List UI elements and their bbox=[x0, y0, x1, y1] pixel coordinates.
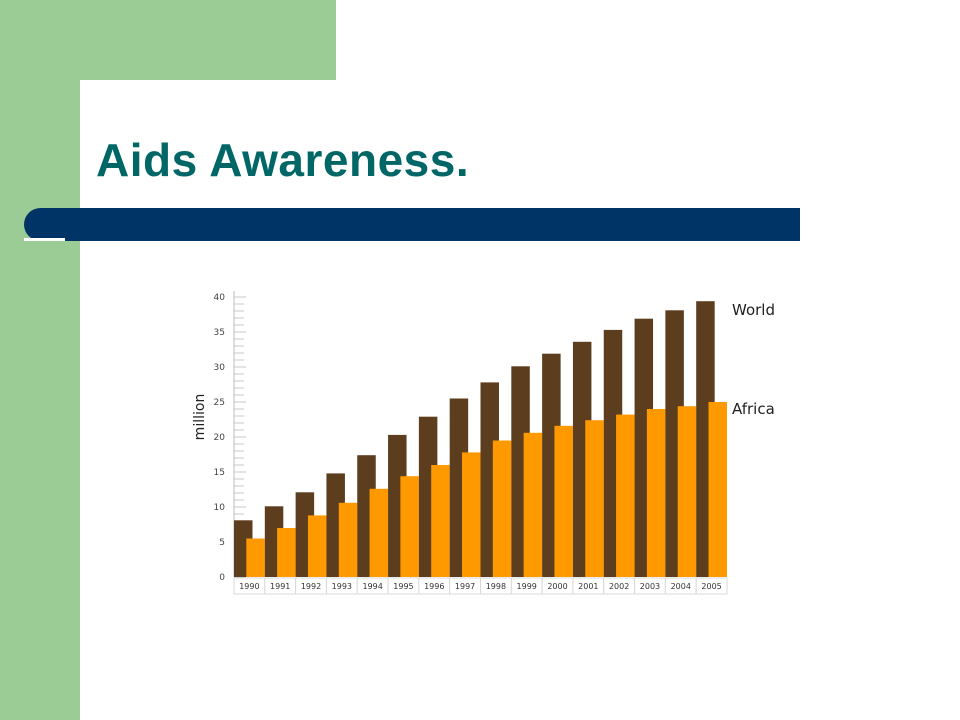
y-tick-label: 25 bbox=[214, 398, 225, 408]
bar-africa bbox=[708, 402, 727, 577]
bar-africa bbox=[616, 414, 635, 577]
x-tick-label: 1992 bbox=[301, 582, 321, 591]
bar-africa bbox=[492, 440, 512, 577]
x-tick-label: 1996 bbox=[424, 582, 444, 591]
x-tick-label: 1997 bbox=[455, 582, 475, 591]
bar-africa bbox=[554, 425, 573, 577]
bar-africa bbox=[431, 465, 450, 577]
y-tick-label: 30 bbox=[214, 363, 226, 373]
x-category-cell bbox=[695, 577, 728, 595]
green-accent-sidebar bbox=[0, 0, 80, 720]
bar-africa bbox=[646, 409, 666, 577]
bar-africa bbox=[307, 515, 327, 577]
bar-africa bbox=[338, 502, 358, 577]
x-tick-label: 2002 bbox=[609, 582, 629, 591]
x-tick-label: 2004 bbox=[671, 582, 691, 591]
title-underline-bar bbox=[24, 208, 800, 241]
x-tick-label: 1991 bbox=[270, 582, 290, 591]
bar-africa bbox=[277, 528, 296, 577]
x-tick-label: 2003 bbox=[640, 582, 660, 591]
x-tick-label: 1993 bbox=[332, 582, 352, 591]
x-tick-label: 1994 bbox=[362, 582, 382, 591]
bar-africa bbox=[246, 538, 265, 577]
y-tick-label: 0 bbox=[219, 573, 225, 583]
y-tick-label: 40 bbox=[214, 293, 226, 303]
series-label-world: World bbox=[732, 301, 775, 319]
x-tick-label: 2005 bbox=[701, 582, 721, 591]
bar-africa bbox=[523, 432, 543, 577]
x-tick-label: 1998 bbox=[486, 582, 506, 591]
title-bar-notch bbox=[24, 238, 65, 241]
y-tick-label: 10 bbox=[214, 503, 226, 513]
series-label-africa: Africa bbox=[732, 400, 775, 418]
y-tick-label: 5 bbox=[219, 538, 225, 548]
x-tick-label: 1990 bbox=[239, 582, 259, 591]
y-tick-label: 15 bbox=[214, 468, 225, 478]
x-tick-label: 1995 bbox=[393, 582, 413, 591]
slide-title: Aids Awareness. bbox=[96, 134, 470, 186]
bar-africa bbox=[585, 420, 604, 577]
x-tick-label: 1999 bbox=[517, 582, 537, 591]
x-tick-label: 2000 bbox=[547, 582, 567, 591]
y-axis-title: million bbox=[192, 394, 208, 441]
bar-africa bbox=[400, 476, 419, 577]
x-tick-label: 2001 bbox=[578, 582, 598, 591]
bar-africa bbox=[369, 488, 389, 577]
y-tick-label: 35 bbox=[214, 328, 225, 338]
bar-africa bbox=[677, 406, 697, 577]
bar-africa bbox=[462, 452, 481, 577]
y-tick-label: 20 bbox=[214, 433, 226, 443]
